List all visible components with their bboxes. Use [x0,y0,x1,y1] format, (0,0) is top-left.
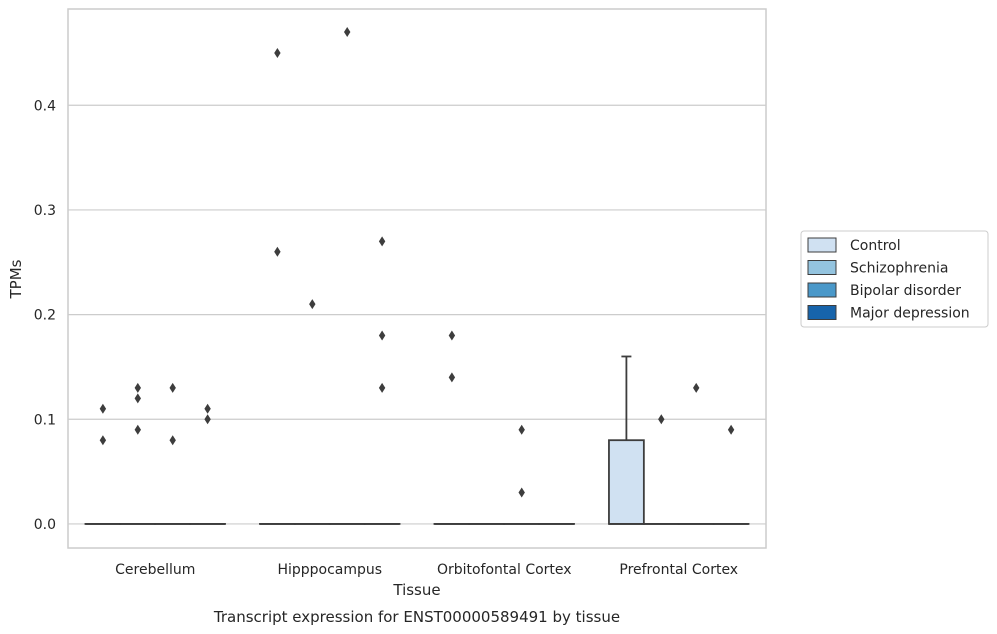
outlier-point [448,372,456,383]
legend-label: Schizophrenia [850,261,948,277]
outlier-point [309,299,316,310]
outlier-markers [99,27,735,498]
y-tick-label: 0.4 [34,98,56,114]
x-tick-label: Prefrontal Cortex [619,562,738,578]
outlier-point [378,330,386,341]
y-tick-label: 0.2 [34,308,56,324]
outlier-point [99,403,107,414]
outlier-point [658,414,665,425]
outlier-point [727,424,735,435]
outlier-point [378,382,386,393]
outlier-point [204,403,211,414]
outlier-point [378,236,386,247]
outlier-point [134,424,141,435]
x-tick-label: Cerebellum [115,562,195,578]
outlier-point [169,435,176,446]
x-axis-label: Tissue [392,581,440,599]
figure-caption: Transcript expression for ENST0000058949… [213,608,620,626]
boxes [84,355,750,525]
legend-label: Control [850,238,901,254]
legend-frame [800,230,989,328]
outlier-point [134,382,141,393]
legend-swatch [807,260,837,275]
legend-entries: Control Schizophrenia Bipolar disorder Majo… [807,237,970,322]
x-tick-label: Orbitofontal Cortex [437,562,572,578]
outlier-point [99,435,107,446]
outlier-point [693,382,700,393]
plot-area [68,9,766,548]
outlier-point [274,47,281,58]
outlier-point [518,487,525,498]
outlier-point [134,393,141,404]
plot-frame [67,8,767,549]
outlier-point [169,382,176,393]
y-tick-labels: 0.0 0.1 0.2 0.3 0.4 [34,98,56,533]
outlier-point [344,27,351,38]
x-tick-labels: Cerebellum Hipppocampus Orbitofontal Corte… [115,562,738,578]
outlier-point [274,246,281,257]
y-tick-label: 0.0 [34,517,56,533]
y-axis-label: TPMs [7,259,25,299]
outlier-point [448,330,456,341]
legend: Control Schizophrenia Bipolar disorder Majo… [800,230,989,328]
outlier-point [518,424,525,435]
legend-swatch [807,282,837,298]
legend-label: Major depression [850,306,970,322]
outlier-point [204,414,211,425]
legend-label: Bipolar disorder [850,283,961,299]
y-tick-label: 0.1 [34,412,56,428]
legend-swatch [807,305,837,320]
box [608,439,645,525]
x-tick-label: Hipppocampus [277,562,382,578]
y-tick-label: 0.3 [34,203,56,219]
legend-swatch [807,237,837,253]
